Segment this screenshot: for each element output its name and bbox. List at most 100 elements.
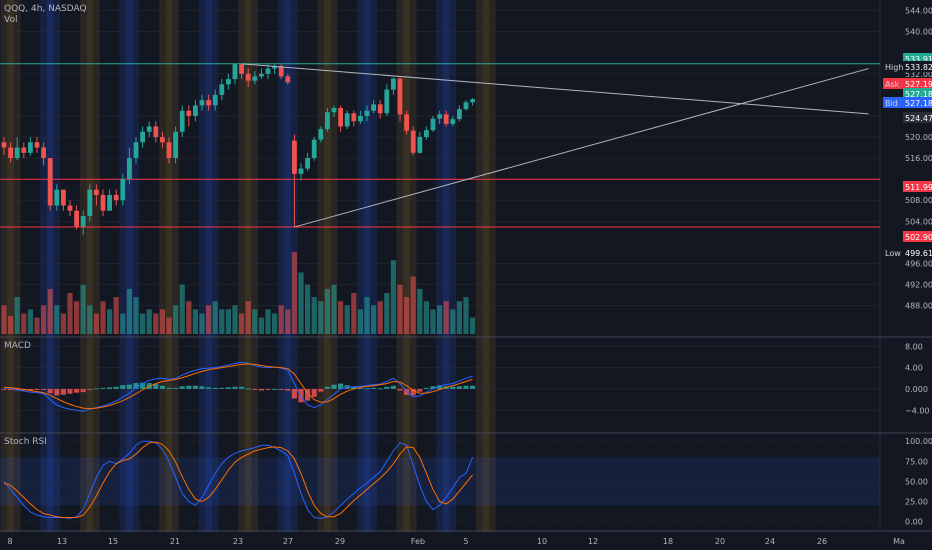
candle-body <box>120 179 126 201</box>
candlestick <box>470 98 475 106</box>
candlestick <box>8 142 13 163</box>
session-shade <box>126 0 140 532</box>
candlestick <box>87 184 93 222</box>
candle-body <box>34 142 40 148</box>
volume-bar <box>87 305 93 334</box>
candlestick <box>80 210 86 235</box>
candle-body <box>344 113 350 127</box>
candle-body <box>173 131 178 159</box>
macd-line <box>3 361 473 412</box>
volume-bar <box>371 305 377 334</box>
candlestick <box>338 105 343 132</box>
x-tick-label: 29 <box>335 537 345 546</box>
volume-bar <box>265 309 271 334</box>
candlestick <box>100 189 106 216</box>
price-tag-box <box>903 97 932 108</box>
volume-bar <box>179 284 185 334</box>
candlestick <box>199 94 205 111</box>
candlestick <box>331 105 337 117</box>
volume-bar <box>133 297 139 334</box>
price-tag-box <box>903 112 932 123</box>
macd-histogram-bar <box>27 388 33 391</box>
macd-histogram-bar <box>74 388 80 393</box>
candlestick <box>153 121 159 143</box>
candlestick <box>226 73 231 90</box>
volume-bar <box>107 309 113 334</box>
price-tag <box>903 181 932 192</box>
volume-bar <box>80 284 86 334</box>
macd-histogram-bar <box>8 388 14 390</box>
volume-bar <box>212 301 218 334</box>
macd-histogram-bar <box>34 388 40 390</box>
session-shade <box>442 0 457 532</box>
candle-body <box>278 65 284 77</box>
x-tick-label: 24 <box>765 537 775 546</box>
macd-tick-label: −4.00 <box>905 406 930 415</box>
candlestick <box>298 163 304 181</box>
volume-bar <box>153 313 159 334</box>
macd-histogram-bar <box>456 386 462 389</box>
volume-bar <box>390 260 396 334</box>
candle-body <box>430 118 436 131</box>
candlestick <box>364 105 370 122</box>
volume-bar <box>206 305 212 334</box>
candlestick <box>245 68 251 87</box>
candlestick <box>239 63 244 80</box>
price-tag <box>903 112 932 123</box>
price-tag-label: Ask <box>885 80 900 89</box>
macd-histogram-bar <box>80 388 86 393</box>
candle-body <box>384 89 390 114</box>
volume-bar <box>100 301 106 334</box>
candlestick <box>391 77 396 95</box>
macd-histogram-bar <box>239 386 245 389</box>
candle-body <box>338 108 343 127</box>
candlestick <box>305 152 310 172</box>
macd-histogram-bar <box>351 386 357 389</box>
price-tag-value: 527.19 <box>905 80 932 89</box>
candle-body <box>292 140 297 174</box>
candle-body <box>325 112 330 130</box>
stoch-d-line <box>3 441 473 519</box>
stoch-tick-label: 100.00 <box>905 437 932 446</box>
macd-histogram-bar <box>291 388 297 399</box>
macd-histogram-bar <box>107 387 113 389</box>
candlestick <box>186 105 192 127</box>
macd-histogram-bar <box>159 385 165 389</box>
candle-body <box>153 126 159 138</box>
candle-body <box>364 110 370 116</box>
price-tick-label: 504.00 <box>905 217 932 226</box>
price-tick-label: 488.00 <box>905 302 932 311</box>
candle-body <box>377 104 383 114</box>
session-shade <box>482 0 496 532</box>
candle-body <box>14 147 20 159</box>
candle-body <box>133 142 139 159</box>
candle-body <box>100 194 106 211</box>
volume-bar <box>364 297 370 334</box>
candlestick <box>193 100 198 122</box>
candle-body <box>358 115 363 122</box>
volume-label: Vol <box>4 15 18 25</box>
candlestick <box>384 84 390 116</box>
macd-histogram-bar <box>377 388 383 390</box>
volume-bar <box>225 309 231 334</box>
volume-bar <box>166 317 172 334</box>
volume-bar <box>305 284 311 334</box>
candle-body <box>404 114 409 131</box>
candlestick <box>292 134 297 227</box>
macd-tick-label: 8.00 <box>905 342 923 351</box>
candle-body <box>107 194 112 211</box>
candlestick <box>1 137 7 155</box>
candle-body <box>61 189 66 206</box>
session-shade <box>357 0 371 532</box>
candlestick <box>397 77 403 122</box>
candle-body <box>80 215 86 227</box>
candlestick <box>113 189 119 206</box>
candlestick <box>417 131 423 154</box>
candle-body <box>450 119 456 124</box>
candlestick <box>133 137 139 164</box>
macd-histogram-bar <box>265 388 271 390</box>
session-shade <box>205 0 219 532</box>
x-tick-label: 23 <box>233 537 243 546</box>
candlestick <box>212 89 218 111</box>
